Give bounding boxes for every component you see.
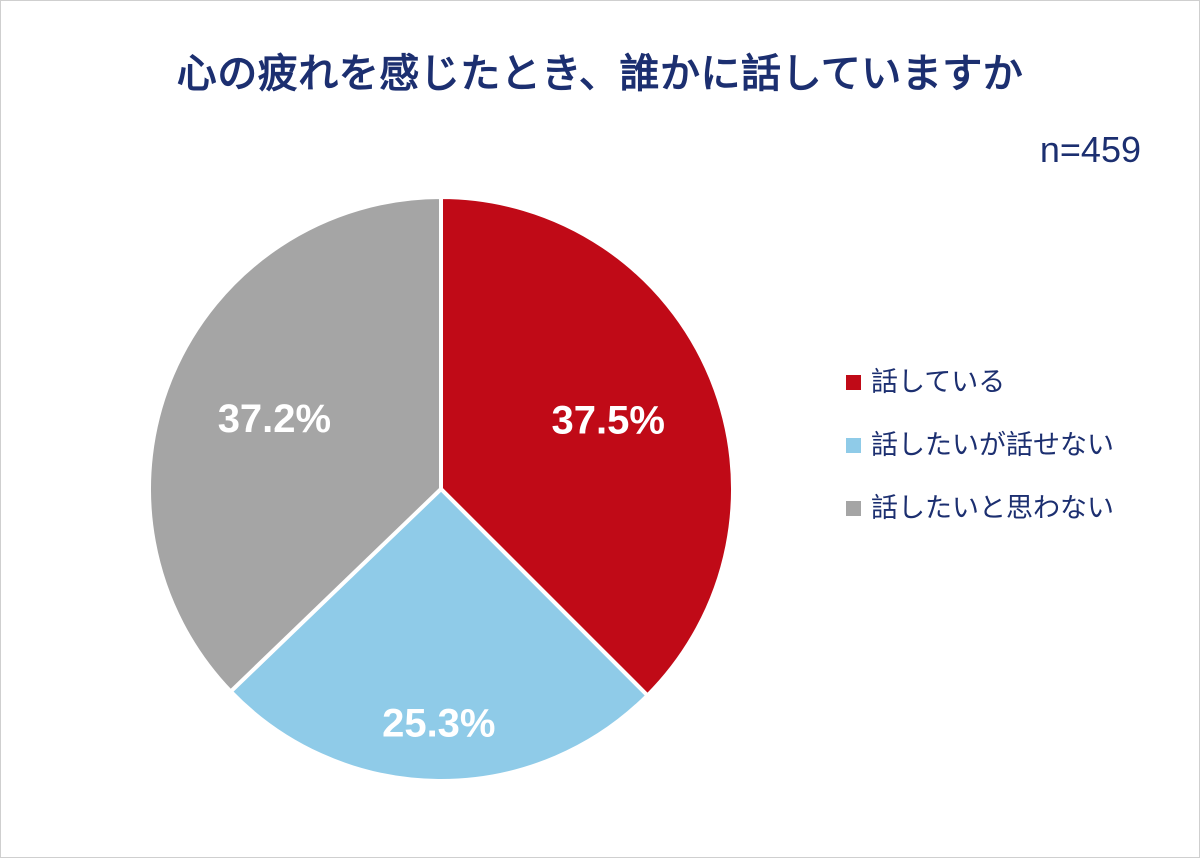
legend-swatch-gray	[846, 501, 861, 516]
pie-chart: 37.5% 25.3% 37.2%	[61, 109, 821, 857]
legend-item-label: 話している	[871, 367, 1006, 397]
pie-chart-svg: 37.5% 25.3% 37.2%	[147, 195, 735, 783]
legend-item-want-but-cant: 話したいが話せない	[846, 432, 1114, 459]
legend-swatch-red	[846, 375, 861, 390]
pie-slice-value-label-0: 37.5%	[552, 399, 665, 443]
chart-legend: 話している 話したいが話せない 話したいと思わない	[846, 369, 1114, 522]
pie-slice-value-label-1: 25.3%	[382, 702, 495, 746]
legend-item-label: 話したいが話せない	[871, 430, 1114, 460]
pie-slice-value-label-2: 37.2%	[218, 397, 331, 441]
pie-slice-0	[439, 195, 735, 698]
pie-slice-2	[147, 195, 443, 694]
legend-item-label: 話したいと思わない	[871, 493, 1114, 523]
pie-slice-1	[228, 487, 650, 783]
sample-size-label: n=459	[1039, 129, 1141, 170]
page-title: 心の疲れを感じたとき、誰かに話していますか	[176, 52, 1024, 96]
legend-item-talking: 話している	[846, 369, 1114, 396]
legend-item-dont-want: 話したいと思わない	[846, 495, 1114, 522]
legend-swatch-blue	[846, 438, 861, 453]
